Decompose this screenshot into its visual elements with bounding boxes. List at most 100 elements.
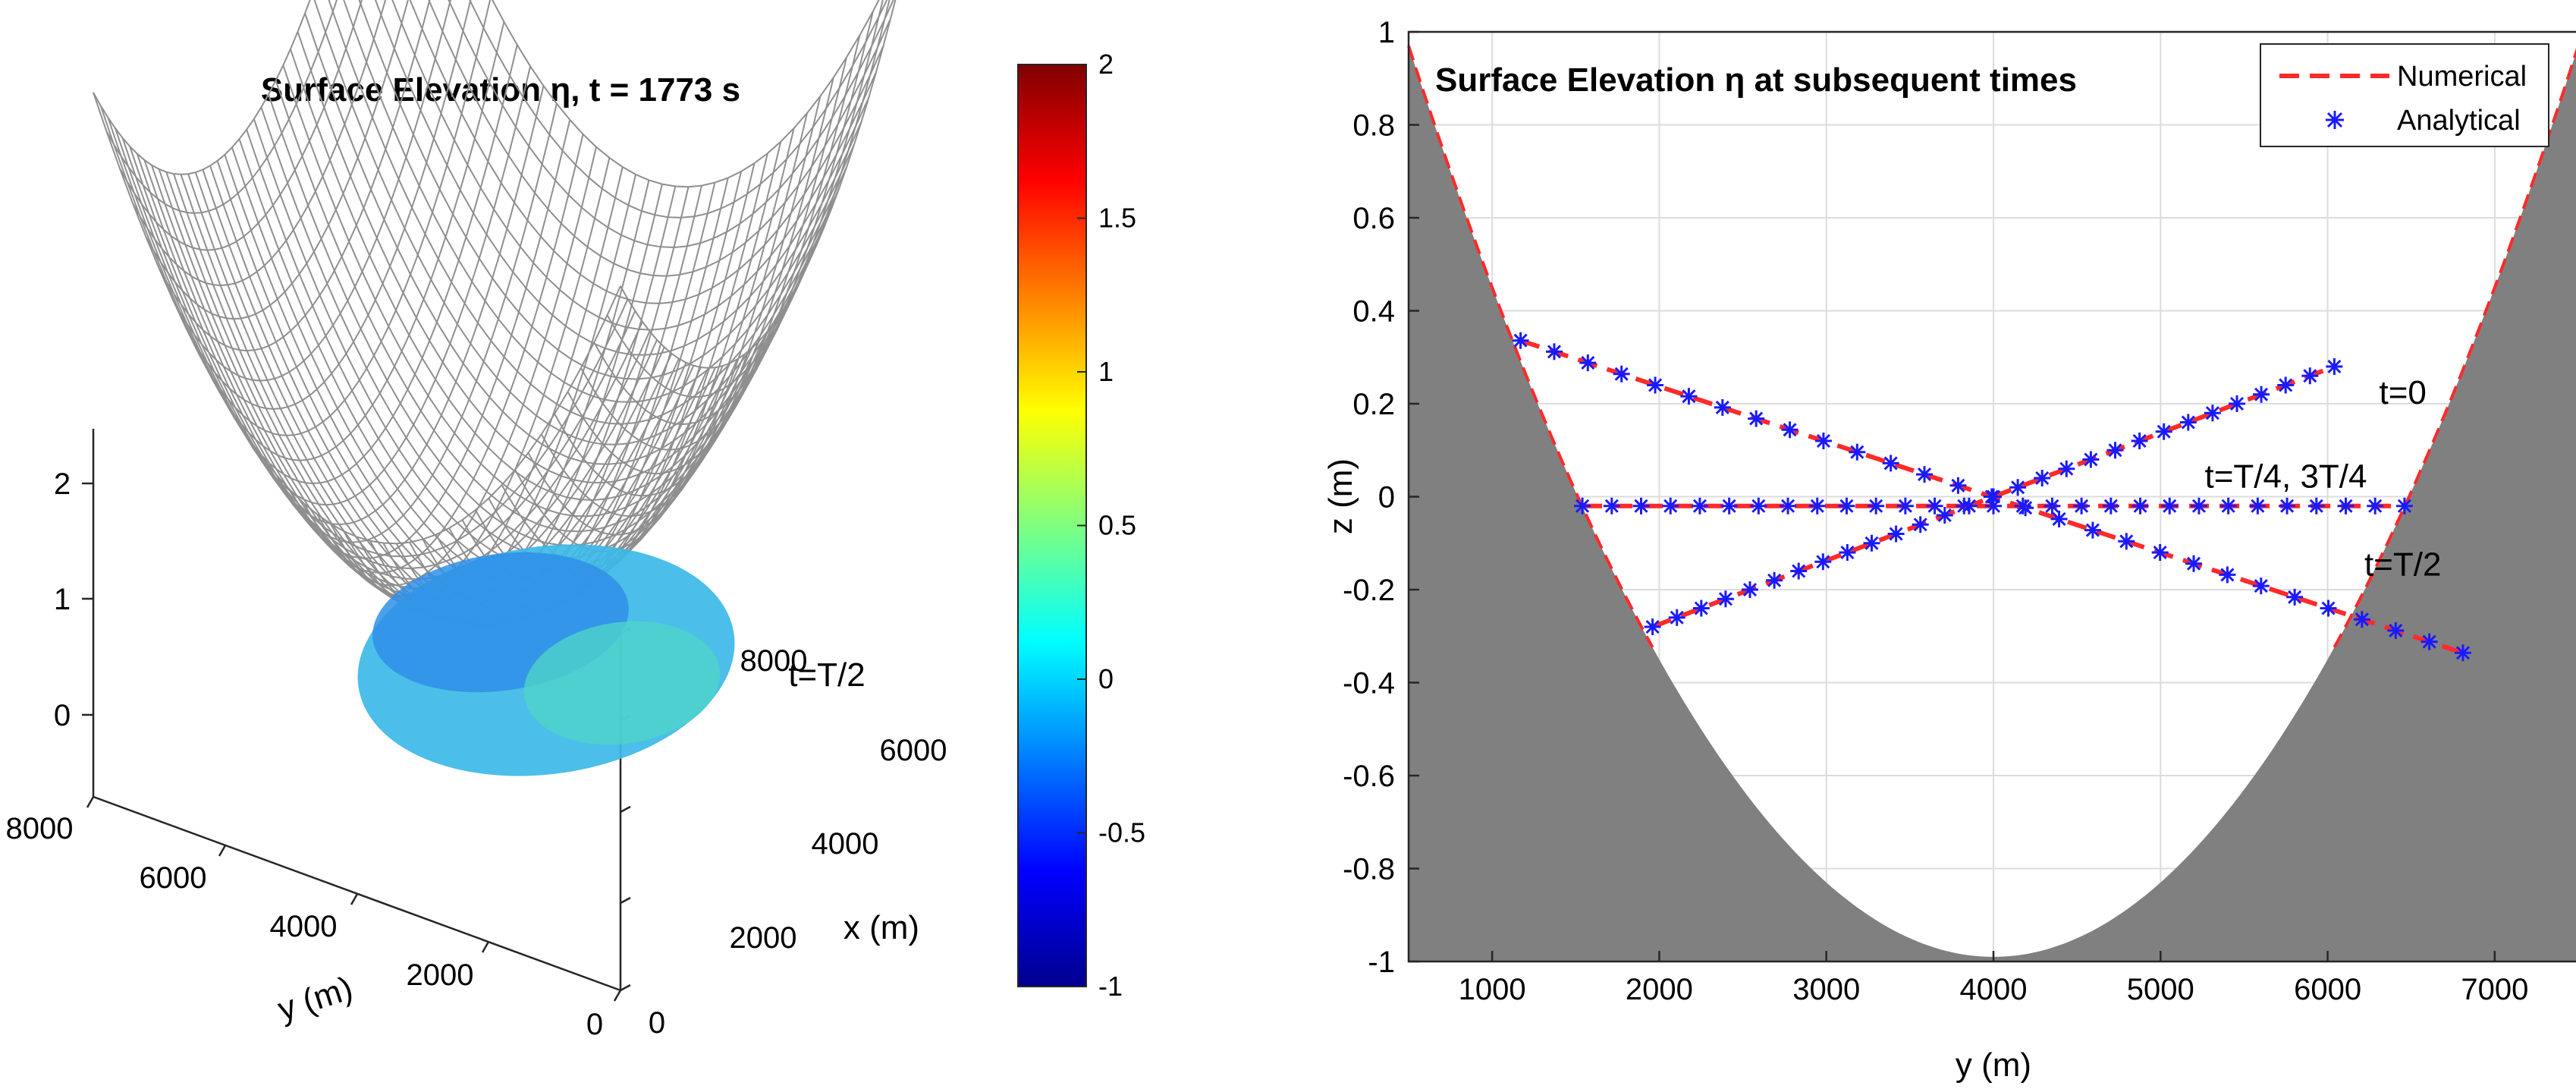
x-tick-label: 6000 [880, 734, 947, 767]
y-tick-label: -0.8 [1343, 853, 1395, 886]
analytical-marker [2204, 404, 2221, 422]
analytical-marker [2279, 497, 2296, 515]
analytical-marker [1863, 534, 1880, 552]
analytical-marker [1748, 410, 1765, 427]
wire-line [328, 0, 848, 425]
wire-line [428, 0, 892, 277]
y-tick-label: -0.2 [1343, 574, 1395, 607]
wire-line [268, 94, 796, 546]
colorbar-tick-label: -1 [1098, 971, 1123, 1002]
x-tick-label: 1000 [1459, 973, 1526, 1006]
analytical-marker [2106, 442, 2124, 459]
y-tick-label: 0.2 [1352, 388, 1395, 421]
analytical-marker [1692, 600, 1710, 617]
y-tick-label: -1 [1368, 946, 1395, 979]
analytical-marker [2307, 497, 2325, 515]
analytical-marker [2387, 622, 2405, 639]
x-tick-label: 7000 [2461, 973, 2528, 1006]
analytical-marker [2161, 497, 2179, 515]
analytical-marker [2151, 544, 2169, 561]
line-plot-title: Surface Elevation η at subsequent times [1435, 61, 2077, 99]
series-labels: t=0 t=T/4, 3T/4 t=T/2 [2205, 374, 2442, 584]
analytical-marker [1574, 497, 1591, 515]
analytical-marker [2367, 497, 2384, 515]
analytical-marker [2190, 497, 2207, 515]
x-axis-label: x (m) [843, 909, 919, 946]
wire-line [391, 0, 877, 331]
analytical-marker [1839, 544, 1856, 561]
series-label: t=T/4, 3T/4 [2205, 458, 2367, 495]
bathymetry-fill [1409, 46, 2576, 962]
y-tick-label: -0.4 [1343, 667, 1395, 700]
analytical-marker [1766, 571, 1783, 589]
wire-line [448, 0, 894, 249]
x-tick-label: 3000 [1792, 973, 1860, 1006]
x-tick-label: 6000 [2294, 973, 2361, 1006]
wire-line [277, 119, 571, 559]
x-axis-label: y (m) [1956, 1047, 2031, 1084]
analytical-marker [2320, 600, 2337, 617]
analytical-marker [1780, 497, 1797, 515]
y-tick-label: 2000 [407, 958, 474, 992]
analytical-marker [1936, 507, 1953, 524]
wire-line [282, 65, 812, 518]
analytical-marker [2058, 460, 2075, 477]
axis-ticks: 1000 2000 3000 4000 5000 6000 7000 1 0.8 0.6 0.4 0.… [1343, 16, 2528, 1006]
wire-line [224, 154, 753, 607]
legend-box [2260, 43, 2549, 147]
legend: Numerical Analytical [2260, 43, 2549, 147]
wire-line [211, 21, 505, 461]
colorbar-tick-label: 0 [1098, 663, 1114, 694]
legend-analytical-label: Analytical [2397, 105, 2521, 137]
wire-line [132, 0, 387, 287]
analytical-marker [1603, 497, 1620, 515]
colorbar-tick-label: -0.5 [1098, 817, 1145, 848]
analytical-marker [2185, 555, 2203, 572]
wire-line [198, 0, 492, 436]
analytical-marker [2301, 367, 2319, 385]
wire-line [409, 0, 884, 304]
analytical-marker [2155, 423, 2172, 440]
wire-line [145, 0, 409, 320]
colorbar-tick-label: 1 [1098, 356, 1114, 387]
wire-line [184, 0, 472, 410]
analytical-marker [2050, 510, 2068, 527]
analytical-marker [2326, 358, 2343, 375]
wire-line [491, 0, 880, 188]
x-tick-label: 2000 [730, 921, 797, 955]
y-axis-line [93, 795, 621, 992]
analytical-marker [1882, 455, 1899, 472]
analytical-marker [2044, 497, 2061, 515]
wire-line [374, 0, 870, 356]
y-tick-label: 6000 [140, 861, 207, 895]
wire-line [250, 85, 545, 526]
series-label: t=T/2 [2364, 546, 2442, 584]
analytical-marker [1742, 581, 1759, 598]
analytical-marker [1662, 497, 1679, 515]
y-tick-label: 0.6 [1352, 202, 1395, 235]
analytical-marker [2084, 521, 2101, 539]
analytical-marker [2252, 578, 2270, 595]
x-tick-label: 5000 [2127, 973, 2194, 1006]
wire-line [264, 103, 558, 543]
analytical-marker [1916, 466, 1934, 483]
surface-3d-panel: Surface Elevation η, t = 1773 s 0 1 2 80… [6, 0, 1145, 1041]
analytical-marker [1680, 388, 1698, 405]
wire-line [297, 31, 826, 484]
series-label: t=0 [2380, 374, 2427, 411]
analytical-marker [2014, 497, 2031, 515]
analytical-marker [2034, 470, 2051, 486]
analytical-marker [1887, 525, 1905, 543]
analytical-marker [2353, 611, 2370, 628]
analytical-marker [1868, 497, 1885, 515]
analytical-marker [2219, 497, 2237, 515]
colorbar [1017, 64, 1087, 987]
y-tick-label: 8000 [6, 812, 74, 845]
y-tick-label: 0 [1378, 481, 1395, 515]
y-tick-label: 0.4 [1352, 295, 1395, 329]
analytical-marker [1579, 354, 1597, 372]
z-tick-label: 2 [54, 467, 71, 501]
analytical-marker [2249, 497, 2267, 515]
x-tick-label: 8000 [740, 644, 808, 678]
z-tick-label: 1 [54, 583, 71, 616]
